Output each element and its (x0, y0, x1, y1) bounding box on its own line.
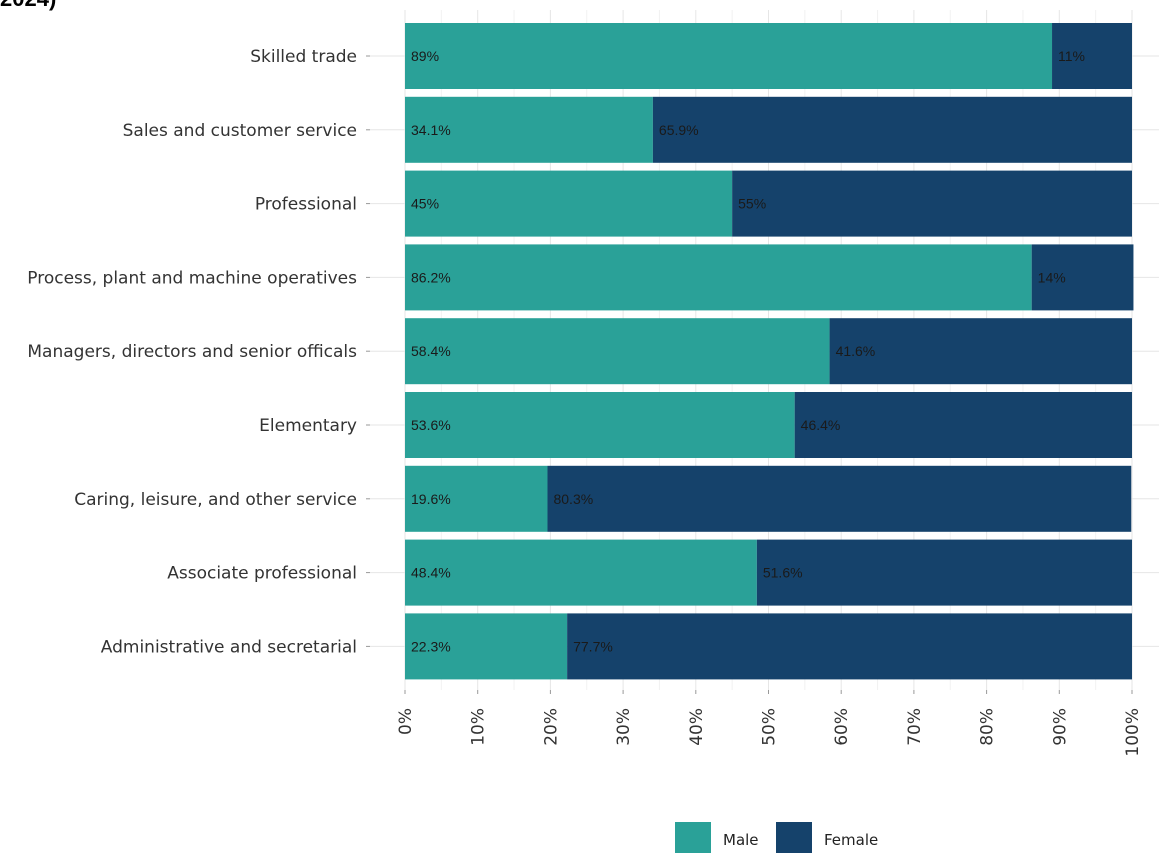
bar-male (405, 96, 653, 163)
x-tick-label: 10% (469, 708, 489, 746)
category-label: Administrative and secretarial (101, 637, 357, 657)
bar-male (405, 244, 1032, 311)
x-tick-label: 0% (396, 708, 416, 735)
bar-female (756, 539, 1132, 606)
data-label-male: 48.4% (411, 565, 451, 581)
bar-male (405, 170, 733, 237)
bar-female (547, 465, 1132, 532)
data-label-female: 65.9% (659, 122, 699, 138)
data-label-female: 77.7% (573, 638, 613, 654)
legend-swatch-male (675, 822, 711, 853)
bar-female (1031, 244, 1134, 311)
data-label-female: 11% (1058, 48, 1085, 64)
x-tick-label: 60% (832, 708, 852, 746)
data-label-male: 86.2% (411, 269, 451, 285)
category-label: Skilled trade (250, 47, 357, 67)
x-tick-label: 70% (905, 708, 925, 746)
data-label-female: 51.6% (763, 565, 803, 581)
data-label-female: 14% (1038, 269, 1066, 285)
data-label-male: 58.4% (411, 343, 451, 359)
category-label: Associate professional (167, 564, 357, 584)
x-tick-label: 90% (1050, 708, 1070, 746)
bars: 89% 11% 34.1% 65.9% 45% 55% 86.2% 14% 58.4% 41.6%… (405, 23, 1134, 680)
bar-male (405, 539, 757, 606)
bar-female (567, 613, 1132, 680)
data-label-female: 41.6% (836, 343, 876, 359)
data-label-male: 19.6% (411, 491, 451, 507)
data-label-male: 89% (411, 48, 439, 64)
data-label-female: 80.3% (553, 491, 593, 507)
data-label-male: 53.6% (411, 417, 451, 433)
x-tick-label: 40% (687, 708, 707, 746)
category-label: Managers, directors and senior officals (27, 342, 357, 362)
legend: Male Female (675, 822, 878, 853)
x-tick-label: 20% (541, 708, 561, 746)
bar-male (405, 392, 795, 458)
legend-label-male: Male (723, 831, 759, 849)
chart-title-fragment: 2024) (0, 0, 56, 12)
category-label: Process, plant and machine operatives (27, 268, 357, 288)
bar-male (405, 23, 1053, 89)
bar-female (1052, 23, 1132, 89)
data-label-male: 45% (411, 196, 439, 212)
bar-female (794, 392, 1132, 458)
category-axis: Skilled trade Sales and customer service P… (27, 47, 370, 657)
bar-female (829, 318, 1132, 385)
category-label: Sales and customer service (123, 121, 357, 141)
data-label-female: 55% (738, 196, 766, 212)
category-label: Caring, leisure, and other service (74, 490, 357, 510)
data-label-male: 22.3% (411, 638, 451, 654)
x-tick-label: 50% (760, 708, 780, 746)
category-label: Professional (255, 195, 357, 215)
legend-label-female: Female (824, 831, 878, 849)
category-label: Elementary (259, 416, 357, 436)
legend-swatch-female (776, 822, 812, 853)
x-tick-label: 30% (614, 708, 634, 746)
bar-male (405, 613, 568, 680)
x-tick-label: 80% (978, 708, 998, 746)
value-axis: 0% 10% 20% 30% 40% 50% 60% 70% 80% 90% 100% (396, 690, 1143, 757)
bar-male (405, 318, 830, 385)
x-tick-label: 100% (1123, 708, 1143, 757)
bar-male (405, 465, 548, 532)
bar-female (652, 96, 1132, 163)
data-label-female: 46.4% (801, 417, 841, 433)
bar-female (732, 170, 1132, 237)
data-label-male: 34.1% (411, 122, 451, 138)
